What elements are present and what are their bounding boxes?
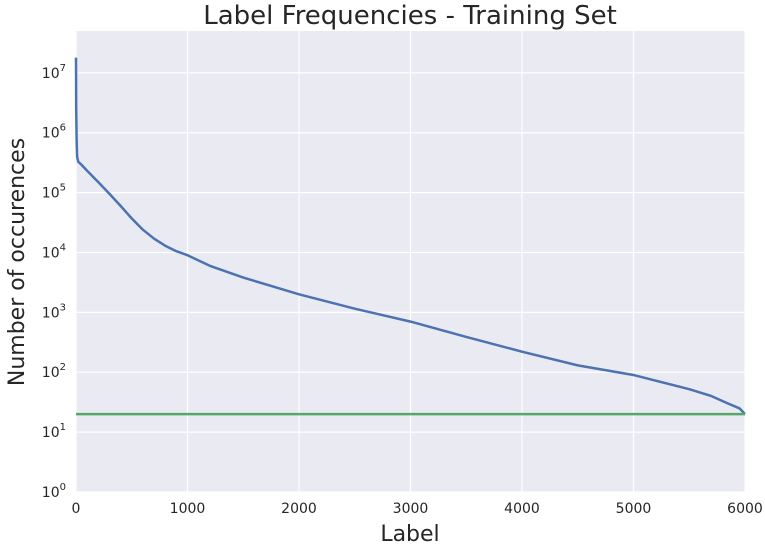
- x-tick-label: 1000: [170, 501, 206, 517]
- x-tick-label: 4000: [504, 501, 540, 517]
- x-tick-label: 5000: [616, 501, 652, 517]
- y-tick-label: 107: [42, 63, 66, 82]
- x-axis-label: Label: [380, 522, 439, 547]
- y-tick-label: 105: [42, 183, 66, 202]
- x-tick-label: 2000: [281, 501, 317, 517]
- y-tick-label: 101: [42, 422, 66, 441]
- y-tick-label: 106: [42, 123, 66, 142]
- y-tick-label: 104: [42, 242, 66, 261]
- grid-lines: [75, 31, 746, 493]
- x-tick-label: 3000: [393, 501, 429, 517]
- chart-title: Label Frequencies - Training Set: [203, 1, 617, 31]
- series-line-1: [74, 57, 746, 415]
- x-tick-labels: 0 1000 2000 3000 4000 5000 6000: [72, 501, 763, 517]
- x-tick-label: 6000: [727, 501, 763, 517]
- y-tick-label: 102: [42, 362, 66, 381]
- y-tick-label: 100: [42, 482, 66, 501]
- y-tick-label: 103: [42, 302, 66, 321]
- x-tick-label: 0: [72, 501, 81, 517]
- y-axis-label: Number of occurences: [5, 138, 30, 386]
- y-tick-labels: 100 101 102 103 104 105 106 107: [42, 63, 66, 501]
- series-group: [74, 57, 746, 416]
